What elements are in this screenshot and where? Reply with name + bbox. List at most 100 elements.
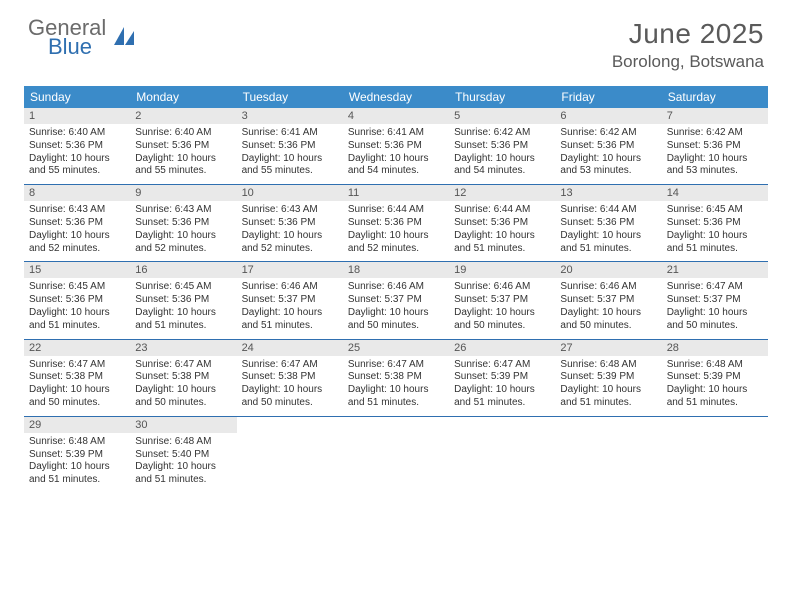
- day-body: Sunrise: 6:48 AMSunset: 5:39 PMDaylight:…: [662, 356, 768, 416]
- calendar-day-cell: 15Sunrise: 6:45 AMSunset: 5:36 PMDayligh…: [24, 262, 130, 338]
- sunset-line: Sunset: 5:36 PM: [348, 217, 444, 230]
- day-number: 27: [555, 340, 661, 356]
- day-body: Sunrise: 6:43 AMSunset: 5:36 PMDaylight:…: [237, 201, 343, 261]
- daylight-line: Daylight: 10 hours and 51 minutes.: [29, 307, 125, 333]
- weekday-header: Saturday: [662, 86, 768, 108]
- day-body: Sunrise: 6:48 AMSunset: 5:40 PMDaylight:…: [130, 433, 236, 493]
- sunrise-line: Sunrise: 6:43 AM: [242, 204, 338, 217]
- sunrise-line: Sunrise: 6:42 AM: [667, 127, 763, 140]
- sunset-line: Sunset: 5:37 PM: [560, 294, 656, 307]
- daylight-line: Daylight: 10 hours and 52 minutes.: [29, 230, 125, 256]
- sunset-line: Sunset: 5:36 PM: [29, 294, 125, 307]
- daylight-line: Daylight: 10 hours and 51 minutes.: [560, 230, 656, 256]
- sunrise-line: Sunrise: 6:40 AM: [135, 127, 231, 140]
- calendar-day-cell: 10Sunrise: 6:43 AMSunset: 5:36 PMDayligh…: [237, 185, 343, 261]
- day-number: 23: [130, 340, 236, 356]
- logo: General Blue: [28, 18, 136, 58]
- calendar-weeks: 1Sunrise: 6:40 AMSunset: 5:36 PMDaylight…: [24, 108, 768, 493]
- day-body: Sunrise: 6:45 AMSunset: 5:36 PMDaylight:…: [130, 278, 236, 338]
- day-number: 10: [237, 185, 343, 201]
- calendar-day-cell: 16Sunrise: 6:45 AMSunset: 5:36 PMDayligh…: [130, 262, 236, 338]
- sunset-line: Sunset: 5:36 PM: [348, 140, 444, 153]
- day-number: 5: [449, 108, 555, 124]
- calendar-day-cell: [449, 417, 555, 493]
- day-number: 2: [130, 108, 236, 124]
- sunset-line: Sunset: 5:36 PM: [560, 217, 656, 230]
- day-number: 14: [662, 185, 768, 201]
- calendar-day-cell: 1Sunrise: 6:40 AMSunset: 5:36 PMDaylight…: [24, 108, 130, 184]
- calendar-day-cell: 22Sunrise: 6:47 AMSunset: 5:38 PMDayligh…: [24, 340, 130, 416]
- calendar-day-cell: 30Sunrise: 6:48 AMSunset: 5:40 PMDayligh…: [130, 417, 236, 493]
- sunrise-line: Sunrise: 6:46 AM: [454, 281, 550, 294]
- calendar-day-cell: 29Sunrise: 6:48 AMSunset: 5:39 PMDayligh…: [24, 417, 130, 493]
- weekday-header: Sunday: [24, 86, 130, 108]
- day-body: Sunrise: 6:42 AMSunset: 5:36 PMDaylight:…: [662, 124, 768, 184]
- calendar: SundayMondayTuesdayWednesdayThursdayFrid…: [24, 86, 768, 493]
- sunset-line: Sunset: 5:36 PM: [242, 217, 338, 230]
- sunrise-line: Sunrise: 6:46 AM: [560, 281, 656, 294]
- day-number: 15: [24, 262, 130, 278]
- daylight-line: Daylight: 10 hours and 50 minutes.: [29, 384, 125, 410]
- day-body: Sunrise: 6:41 AMSunset: 5:36 PMDaylight:…: [343, 124, 449, 184]
- sunrise-line: Sunrise: 6:47 AM: [348, 359, 444, 372]
- calendar-day-cell: [555, 417, 661, 493]
- sunset-line: Sunset: 5:36 PM: [454, 217, 550, 230]
- day-number: 22: [24, 340, 130, 356]
- daylight-line: Daylight: 10 hours and 51 minutes.: [560, 384, 656, 410]
- calendar-week-row: 1Sunrise: 6:40 AMSunset: 5:36 PMDaylight…: [24, 108, 768, 184]
- calendar-day-cell: [343, 417, 449, 493]
- weekday-header: Tuesday: [237, 86, 343, 108]
- sunrise-line: Sunrise: 6:44 AM: [560, 204, 656, 217]
- day-number: 20: [555, 262, 661, 278]
- logo-text: General Blue: [28, 18, 106, 58]
- calendar-day-cell: 11Sunrise: 6:44 AMSunset: 5:36 PMDayligh…: [343, 185, 449, 261]
- sunrise-line: Sunrise: 6:47 AM: [667, 281, 763, 294]
- sunrise-line: Sunrise: 6:47 AM: [135, 359, 231, 372]
- day-number: 3: [237, 108, 343, 124]
- sunset-line: Sunset: 5:37 PM: [242, 294, 338, 307]
- sunrise-line: Sunrise: 6:43 AM: [135, 204, 231, 217]
- day-number: 6: [555, 108, 661, 124]
- day-body: Sunrise: 6:48 AMSunset: 5:39 PMDaylight:…: [24, 433, 130, 493]
- day-body: Sunrise: 6:47 AMSunset: 5:38 PMDaylight:…: [130, 356, 236, 416]
- page-title: June 2025: [612, 18, 764, 50]
- sunrise-line: Sunrise: 6:41 AM: [348, 127, 444, 140]
- daylight-line: Daylight: 10 hours and 54 minutes.: [348, 153, 444, 179]
- location-label: Borolong, Botswana: [612, 52, 764, 72]
- sunset-line: Sunset: 5:38 PM: [348, 371, 444, 384]
- calendar-day-cell: 9Sunrise: 6:43 AMSunset: 5:36 PMDaylight…: [130, 185, 236, 261]
- daylight-line: Daylight: 10 hours and 55 minutes.: [135, 153, 231, 179]
- day-number: 24: [237, 340, 343, 356]
- calendar-day-cell: 14Sunrise: 6:45 AMSunset: 5:36 PMDayligh…: [662, 185, 768, 261]
- day-body: Sunrise: 6:40 AMSunset: 5:36 PMDaylight:…: [130, 124, 236, 184]
- daylight-line: Daylight: 10 hours and 50 minutes.: [667, 307, 763, 333]
- sunrise-line: Sunrise: 6:46 AM: [348, 281, 444, 294]
- calendar-week-row: 29Sunrise: 6:48 AMSunset: 5:39 PMDayligh…: [24, 416, 768, 493]
- sunset-line: Sunset: 5:39 PM: [560, 371, 656, 384]
- sunrise-line: Sunrise: 6:48 AM: [560, 359, 656, 372]
- daylight-line: Daylight: 10 hours and 53 minutes.: [560, 153, 656, 179]
- day-body: Sunrise: 6:43 AMSunset: 5:36 PMDaylight:…: [24, 201, 130, 261]
- daylight-line: Daylight: 10 hours and 55 minutes.: [29, 153, 125, 179]
- sunrise-line: Sunrise: 6:46 AM: [242, 281, 338, 294]
- daylight-line: Daylight: 10 hours and 51 minutes.: [242, 307, 338, 333]
- weekday-header: Monday: [130, 86, 236, 108]
- sunset-line: Sunset: 5:39 PM: [29, 449, 125, 462]
- calendar-day-cell: 26Sunrise: 6:47 AMSunset: 5:39 PMDayligh…: [449, 340, 555, 416]
- day-number: 9: [130, 185, 236, 201]
- weekday-header: Friday: [555, 86, 661, 108]
- calendar-day-cell: 18Sunrise: 6:46 AMSunset: 5:37 PMDayligh…: [343, 262, 449, 338]
- day-number: 16: [130, 262, 236, 278]
- sunrise-line: Sunrise: 6:42 AM: [560, 127, 656, 140]
- day-body: Sunrise: 6:47 AMSunset: 5:38 PMDaylight:…: [24, 356, 130, 416]
- day-body: Sunrise: 6:46 AMSunset: 5:37 PMDaylight:…: [449, 278, 555, 338]
- daylight-line: Daylight: 10 hours and 50 minutes.: [454, 307, 550, 333]
- calendar-day-cell: 19Sunrise: 6:46 AMSunset: 5:37 PMDayligh…: [449, 262, 555, 338]
- calendar-day-cell: 17Sunrise: 6:46 AMSunset: 5:37 PMDayligh…: [237, 262, 343, 338]
- day-number: 25: [343, 340, 449, 356]
- sunrise-line: Sunrise: 6:47 AM: [29, 359, 125, 372]
- calendar-day-cell: 7Sunrise: 6:42 AMSunset: 5:36 PMDaylight…: [662, 108, 768, 184]
- day-body: Sunrise: 6:46 AMSunset: 5:37 PMDaylight:…: [343, 278, 449, 338]
- day-body: Sunrise: 6:46 AMSunset: 5:37 PMDaylight:…: [555, 278, 661, 338]
- day-number: 4: [343, 108, 449, 124]
